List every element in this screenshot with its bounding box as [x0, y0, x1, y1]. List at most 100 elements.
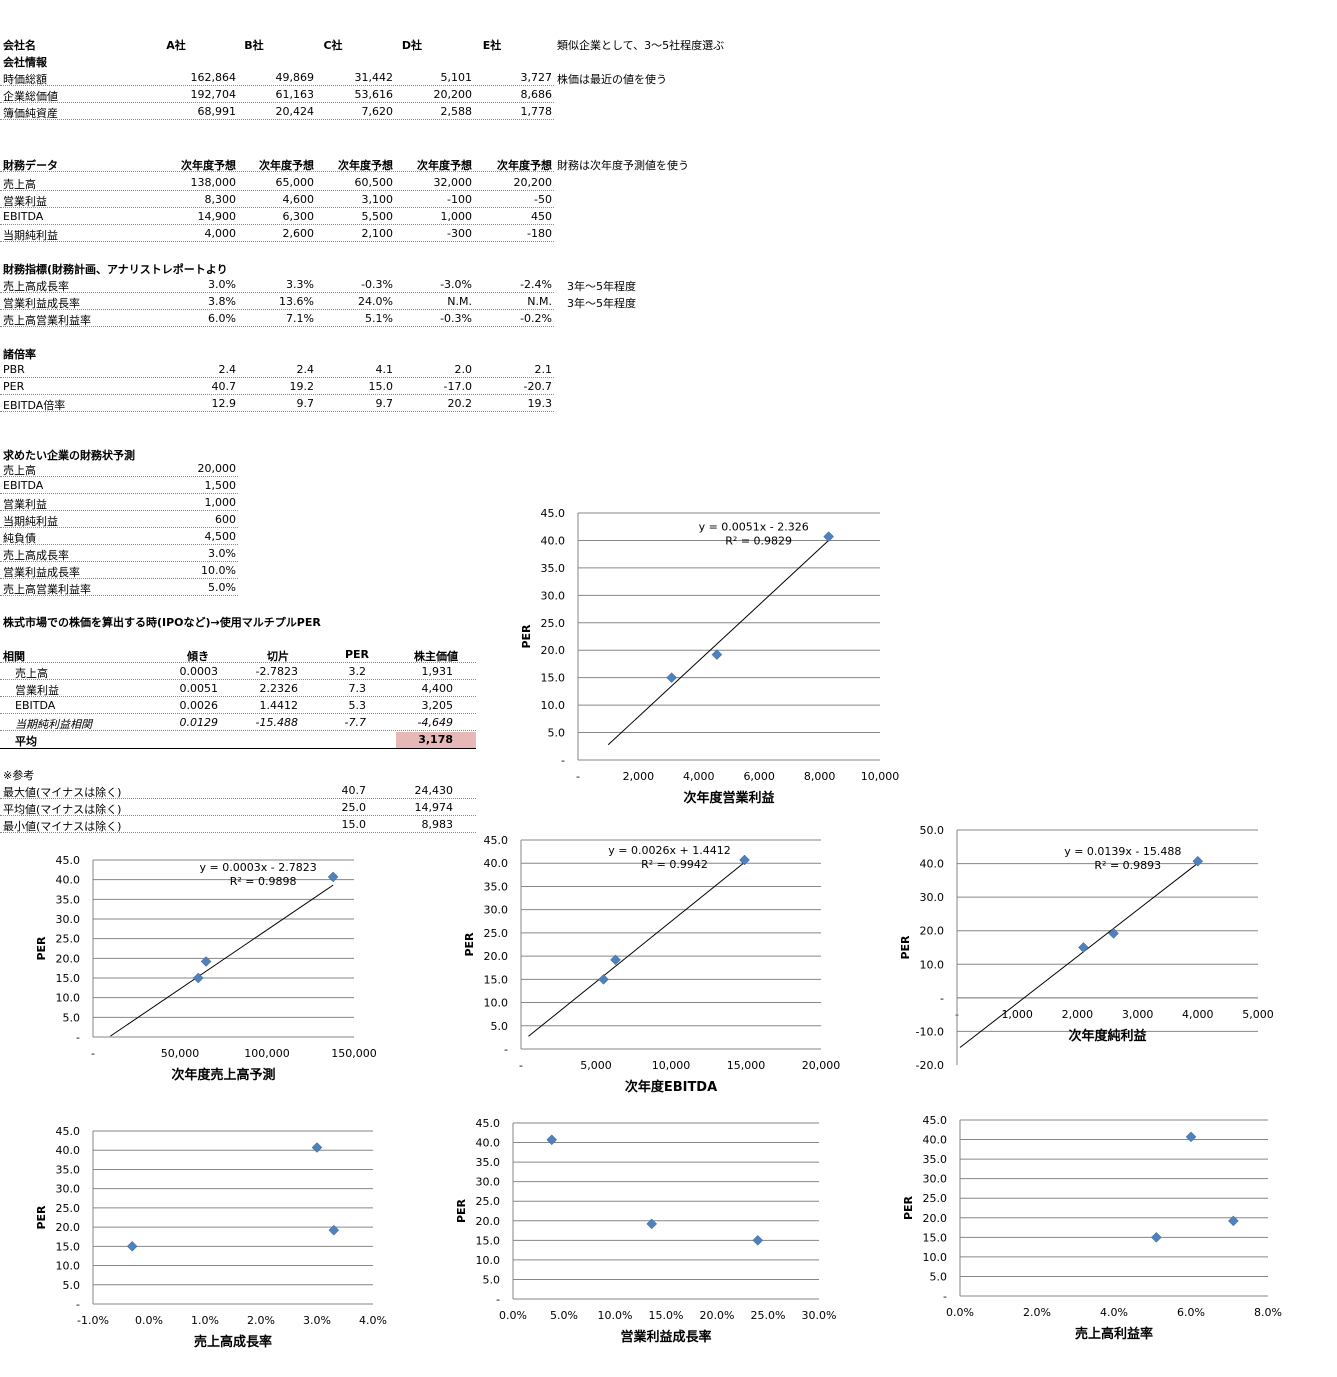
x-axis-title: 次年度EBITDA — [625, 1079, 717, 1095]
y-tick-label: - — [496, 1293, 500, 1306]
row-divider — [0, 207, 554, 208]
trendline-equation: y = 0.0026x + 1.4412 — [608, 844, 730, 857]
cell-value: 2.0 — [454, 363, 473, 376]
cell-value: 24,430 — [414, 784, 454, 797]
row-divider — [0, 578, 238, 579]
y-tick-label: 40.0 — [541, 534, 566, 547]
cell-value: 138,000 — [190, 176, 237, 189]
row-label: 当期純利益相関 — [15, 718, 92, 731]
cell-value: 1,500 — [204, 479, 237, 492]
column-header: 傾き — [187, 650, 209, 663]
cell-value: 32,000 — [433, 176, 473, 189]
row-divider — [0, 832, 476, 833]
cell-value: 5.0% — [208, 581, 236, 594]
reference-title: ※参考 — [3, 769, 35, 782]
average-label: 平均 — [15, 735, 37, 748]
row-divider — [0, 85, 554, 86]
scatter-chart: -20.0-10.0-10.020.030.040.050.0- 1,000 2,0… — [899, 824, 1274, 1072]
y-axis-title: PER — [902, 1195, 915, 1220]
x-tick-label: 8,000 — [804, 770, 836, 783]
y-tick-label: - — [76, 1298, 80, 1311]
cell-value: 9.7 — [296, 397, 315, 410]
row-divider — [0, 561, 238, 562]
row-label: 最小値(マイナスは除く) — [3, 820, 122, 833]
trendline — [959, 862, 1199, 1048]
data-point — [126, 1240, 138, 1252]
x-tick-label: 4.0% — [1100, 1306, 1128, 1319]
cell-value: 2.4 — [218, 363, 237, 376]
cell-value: 0.0051 — [179, 682, 219, 695]
cell-value: 20,200 — [513, 176, 553, 189]
y-axis-title: PER — [35, 936, 48, 961]
row-divider — [0, 527, 238, 528]
data-point — [328, 1224, 340, 1236]
y-tick-label: 5.0 — [930, 1270, 948, 1283]
trendline-equation: y = 0.0003x - 2.7823 — [200, 861, 317, 874]
company-header: B社 — [244, 39, 264, 52]
cell-value: 68,991 — [197, 105, 237, 118]
cell-value: 15.0 — [368, 380, 394, 393]
cell-value: 9.7 — [375, 397, 394, 410]
cell-value: -3.0% — [440, 278, 472, 291]
company-header: D社 — [401, 39, 423, 52]
cell-value: 2,100 — [361, 227, 394, 240]
x-tick-label: 4,000 — [1182, 1008, 1214, 1021]
cell-value: 40.7 — [211, 380, 237, 393]
y-tick-label: 10.0 — [923, 1251, 948, 1264]
cell-value: 3.0% — [208, 547, 236, 560]
x-tick-label: 8.0% — [1254, 1306, 1282, 1319]
row-label: 当期純利益 — [3, 515, 58, 528]
data-point — [598, 973, 609, 985]
cell-value: 3.3% — [286, 278, 314, 291]
cell-value: 2,600 — [282, 227, 315, 240]
data-point — [200, 956, 212, 967]
y-tick-label: 35.0 — [476, 1156, 501, 1169]
cell-value: 10.0% — [201, 564, 236, 577]
trendline-equation: y = 0.0139x - 15.488 — [1064, 845, 1181, 858]
column-header: 次年度予想 — [417, 159, 472, 172]
data-point — [1185, 1131, 1197, 1143]
y-tick-label: 20.0 — [484, 950, 509, 963]
cell-value: 4.1 — [375, 363, 394, 376]
y-tick-label: 30.0 — [920, 891, 945, 904]
cell-value: 61,163 — [275, 88, 315, 101]
note: 類似企業として、3～5社程度選ぶ — [557, 39, 725, 52]
y-tick-label: 35.0 — [484, 880, 509, 893]
y-tick-label: 10.0 — [476, 1254, 501, 1267]
cell-value: 192,704 — [190, 88, 237, 101]
row-label: 営業利益 — [3, 498, 47, 511]
x-tick-label: 1.0% — [191, 1314, 219, 1327]
x-axis-title: 売上高成長率 — [194, 1334, 272, 1350]
y-tick-label: 45.0 — [476, 1117, 501, 1130]
y-tick-label: 10.0 — [541, 699, 566, 712]
row-label: 営業利益 — [3, 195, 47, 208]
cell-value: 1,000 — [204, 496, 237, 509]
y-tick-label: 20.0 — [56, 1221, 81, 1234]
y-tick-label: 15.0 — [923, 1231, 948, 1244]
y-tick-label: - — [76, 1031, 80, 1044]
y-tick-label: 45.0 — [923, 1114, 948, 1127]
y-tick-label: 45.0 — [56, 1125, 81, 1138]
row-divider — [0, 326, 554, 327]
cell-value: 2,588 — [440, 105, 473, 118]
company-header: A社 — [166, 39, 186, 52]
data-point — [192, 972, 204, 984]
x-tick-label: 10,000 — [652, 1059, 691, 1072]
y-tick-label: - — [940, 992, 944, 1005]
y-axis-title: PER — [520, 624, 533, 649]
cell-value: 4,000 — [204, 227, 237, 240]
column-header: 相関 — [3, 650, 25, 663]
y-tick-label: 45.0 — [484, 834, 509, 847]
y-tick-label: 5.0 — [491, 1020, 509, 1033]
x-axis-title: 売上高利益率 — [1075, 1326, 1153, 1342]
x-axis-title: 次年度売上高予測 — [171, 1067, 275, 1083]
column-header: PER — [344, 648, 370, 661]
row-label: 営業利益成長率 — [3, 297, 80, 310]
x-tick-label: 2,000 — [623, 770, 655, 783]
y-tick-label: 30.0 — [56, 1183, 81, 1196]
x-tick-label: - — [955, 1008, 959, 1021]
cell-value: 13.6% — [279, 295, 314, 308]
x-tick-label: 15,000 — [727, 1059, 766, 1072]
y-tick-label: 25.0 — [56, 933, 81, 946]
x-tick-label: 1,000 — [1001, 1008, 1033, 1021]
